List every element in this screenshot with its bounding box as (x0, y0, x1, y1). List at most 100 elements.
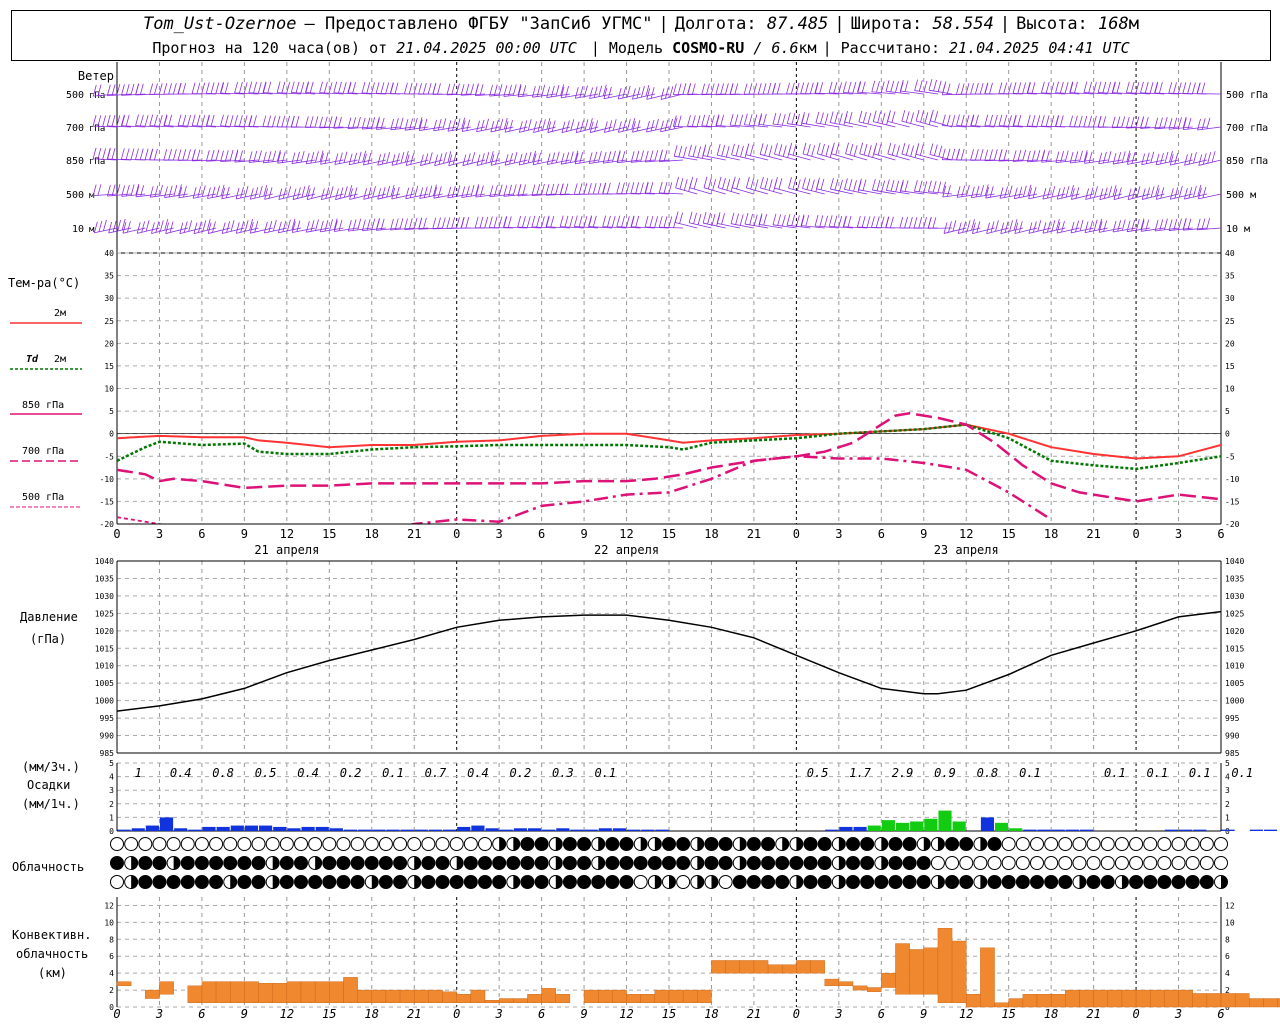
cloud-circle (194, 837, 209, 851)
wind-barb-shaft (858, 121, 882, 128)
wind-barb-feather (297, 187, 301, 199)
wind-barb-shaft (617, 159, 641, 164)
wind-barb-feather (434, 154, 438, 166)
convective-bar (767, 964, 783, 974)
wind-barb-feather (693, 212, 697, 224)
wind-barb-feather (744, 212, 749, 225)
wind-barb-feather (1088, 115, 1092, 128)
wind-barb-feather (772, 112, 777, 125)
cloud-cover-symbol (761, 856, 776, 870)
wind-barb-feather (191, 82, 196, 94)
wind-barb-shaft (1154, 92, 1179, 95)
cloud-cover-symbol (223, 856, 238, 870)
precip-3h-total-label: 0.5 (255, 766, 277, 780)
cloud-circle (1214, 837, 1228, 851)
alt-unit: м (1128, 13, 1140, 34)
wind-barb-shaft (476, 159, 500, 166)
wind-barb-feather (367, 187, 372, 199)
precip-3h-total-label: 0.3 (552, 766, 574, 780)
wind-barb-feather (253, 150, 258, 163)
y-tick-label-right: 0 (1225, 1003, 1230, 1012)
wind-barb-shaft (873, 153, 896, 161)
cloud-cover-symbol (1171, 856, 1186, 870)
wind-barb-feather (394, 218, 399, 230)
cloud-circle (166, 837, 181, 851)
precip-bar (443, 829, 457, 831)
cloud-circle (279, 875, 294, 889)
wind-barb-feather (644, 150, 649, 163)
wind-barb-feather (551, 152, 556, 164)
wind-barb-feather (338, 219, 343, 231)
cloud-cover-symbol (194, 856, 209, 870)
precip-bar (117, 829, 131, 831)
wind-barb-feather (937, 181, 942, 193)
wind-barb-shaft (432, 93, 457, 95)
wind-barb-shaft (1070, 227, 1094, 234)
x-day-label: 23 апреля (934, 543, 999, 557)
precip-unit-3h: (мм/3ч.) (22, 760, 80, 774)
wind-barb-feather (404, 218, 408, 230)
cloud-cover-symbol (223, 837, 238, 851)
wind-barb-feather (858, 110, 863, 122)
wind-barb-feather (97, 148, 102, 160)
y-tick-label-left: 5 (109, 407, 114, 416)
precip-bar (259, 825, 273, 831)
cloud-cover-symbol (237, 856, 252, 870)
precip-bar (924, 818, 938, 831)
convective-title-2: облачность (16, 947, 88, 961)
wind-barb-feather (603, 87, 608, 99)
wind-barb-feather (545, 215, 550, 227)
provider-text: – Предоставлено ФГБУ "ЗапСиб УГМС" (304, 13, 653, 34)
cloud-cover-symbol (492, 875, 507, 889)
wind-barb-feather (565, 86, 569, 98)
wind-barb-feather (509, 153, 513, 165)
wind-barb-feather (234, 114, 238, 127)
wind-barb-feather (630, 182, 635, 194)
wind-barb-shaft (702, 222, 726, 229)
wind-barb-feather (777, 214, 782, 226)
wind-barb-feather (432, 217, 437, 229)
wind-barb-feather (188, 220, 193, 232)
wind-barb-feather (290, 116, 295, 128)
cloud-cover-symbol (223, 875, 238, 889)
wind-barb-feather (135, 148, 139, 160)
precip-bar (1009, 828, 1023, 831)
convective-bar (937, 928, 953, 1003)
wind-barb-feather (517, 215, 522, 228)
wind-barb-feather (352, 219, 357, 231)
wind-barb-feather (92, 115, 97, 127)
temp-panel-title: Тем-ра(°C) (8, 276, 80, 290)
cloud-cover-symbol (803, 875, 818, 889)
cloud-cover-symbol (534, 875, 549, 889)
cloud-circle (279, 856, 294, 870)
wind-level-label-right: 500 гПа (1226, 90, 1268, 101)
cloud-half-fill (555, 856, 563, 870)
wind-barb-feather (644, 215, 649, 228)
cloud-cover-symbol (746, 856, 761, 870)
wind-barb-feather (726, 179, 731, 191)
wind-barb-feather (158, 83, 163, 95)
wind-barb-feather (353, 187, 358, 199)
wind-barb-shaft (1142, 193, 1165, 200)
wind-barb-feather (974, 149, 979, 161)
cloud-cover-symbol (1072, 875, 1087, 889)
cloud-cover-symbol (633, 837, 648, 851)
convective-bar (385, 989, 401, 1003)
wind-barb-feather (658, 150, 663, 162)
cloud-circle (124, 837, 139, 851)
wind-barb-feather (1201, 218, 1206, 230)
cloud-cover-symbol (152, 875, 167, 889)
cloud-circle (1171, 837, 1186, 851)
cloud-circle (294, 875, 308, 889)
wind-barb-feather (802, 177, 806, 189)
wind-barb-feather (965, 83, 970, 95)
wind-barb-feather (871, 178, 876, 191)
wind-barb-feather (1061, 220, 1065, 233)
wind-barb-feather (786, 82, 790, 94)
wind-barb-feather (127, 221, 131, 233)
wind-barb-feather (376, 219, 380, 231)
wind-barb-feather (498, 84, 503, 96)
cloud-cover-symbol (478, 837, 492, 851)
wind-barb-feather (1013, 219, 1018, 231)
wind-barb-feather (154, 185, 159, 197)
